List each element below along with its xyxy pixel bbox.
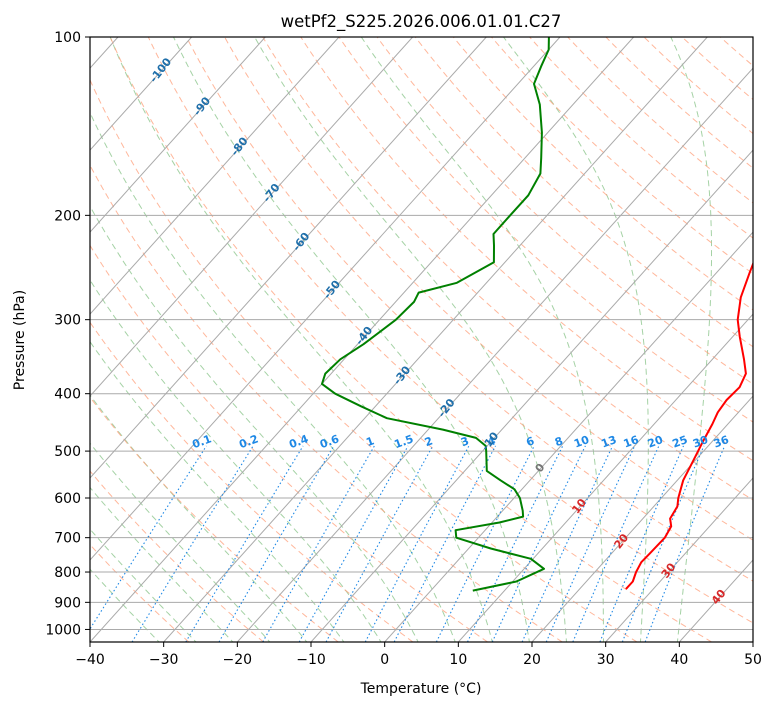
isotherm-line [457,313,753,642]
mixing-ratio-line [131,445,254,642]
isotherm-line [605,477,753,642]
y-tick-label: 400 [54,387,81,403]
isotherm-line [90,37,414,397]
mixing-ratio-line [467,445,564,642]
mixing-ratio-label: 0.1 [191,432,214,451]
mixing-ratio-line [572,445,660,642]
isobar-gridlines [90,37,753,630]
moist-adiabat [90,486,234,642]
x-tick-label: −10 [296,652,326,668]
plot-frame [89,36,754,643]
x-tick-label: 40 [670,652,688,668]
x-axis: −40 −30 −20 −10 0 10 20 30 40 50 [75,642,762,668]
mixing-ratio-label: 20 [646,433,665,451]
isotherm-line [236,67,753,642]
chart-title: wetPf2_S225.2026.006.01.01.C27 [281,12,562,32]
mixing-ratio-label: 4 [486,434,498,449]
mixing-ratio-line [218,445,335,642]
mixing-ratio-lines [90,445,726,642]
mixing-ratio-label: 1.5 [393,432,416,451]
mixing-ratio-label: 30 [691,433,710,451]
mixing-ratio-label: 3 [459,434,471,449]
line-labels: 0.1 0.2 0.4 0.6 1 1.5 2 3 4 6 8 10 13 16 20 25 30 36-100-… [147,55,731,607]
y-tick-label: 700 [54,531,81,547]
mixing-ratio-label: 16 [622,433,641,451]
dry-adiabat [90,78,638,642]
mixing-ratio-label: 0.4 [287,432,310,451]
x-axis-title: Temperature (°C) [360,681,482,697]
dry-adiabat [414,37,753,348]
y-tick-label: 600 [54,491,81,507]
dry-adiabat [262,37,753,501]
x-tick-label: −20 [223,652,253,668]
skewed-isotherms [90,37,753,642]
isotherm-line [90,37,561,561]
mixing-ratio-line [185,445,304,642]
mixing-ratio-label: 13 [599,433,618,450]
x-tick-label: 10 [449,652,467,668]
dry-adiabat [376,37,753,385]
moist-adiabat [90,205,419,642]
dry-adiabat [452,37,753,311]
y-tick-label: 500 [54,444,81,460]
x-tick-label: 20 [523,652,541,668]
mixing-ratio-line [90,445,207,630]
mixing-ratio-line [298,445,409,642]
x-tick-label: 30 [597,652,615,668]
dry-adiabat [90,244,488,642]
y-tick-label: 300 [54,313,81,329]
isotherm-line [163,37,708,642]
isotherm-line [531,395,753,642]
isotherm-line [90,37,487,479]
mixing-ratio-label: 25 [671,433,690,450]
y-tick-label: 100 [54,30,81,46]
x-tick-label: 50 [744,652,762,668]
dry-adiabat [491,37,753,275]
mixing-ratio-line [393,445,496,642]
dry-adiabat [338,37,753,423]
y-tick-label: 1000 [45,622,81,638]
x-tick-label: −40 [75,652,105,668]
y-axis: 100 200 300 400 500 600 700 800 900 1000 [45,30,90,638]
x-tick-label: −30 [149,652,179,668]
mixing-ratio-label: 0.6 [318,432,341,451]
dry-adiabat [185,37,753,582]
isotherm-line [90,37,340,315]
isotherm-line [90,37,635,642]
plot-area: 0.1 0.2 0.4 0.6 1 1.5 2 3 4 6 8 10 13 16 20 25 30 36-100-… [90,37,753,642]
mixing-ratio-label: 2 [423,434,435,449]
dry-adiabat [90,164,563,642]
mixing-ratio-label: 1 [364,434,376,449]
dry-adiabats [90,37,753,642]
isotherm-line [310,149,753,642]
isotherm-line [384,231,753,642]
dry-adiabat [90,321,414,642]
y-tick-label: 800 [54,565,81,581]
y-axis-title: Pressure (hPa) [12,290,28,390]
mixing-ratio-label: 8 [553,434,565,449]
dry-adiabat [224,37,753,541]
y-tick-label: 200 [54,208,81,224]
isotherm-line [90,37,266,233]
y-tick-label: 900 [54,595,81,611]
dry-adiabat [90,396,339,642]
mixing-ratio-line [599,445,684,642]
dry-adiabat [147,37,753,624]
x-tick-label: 0 [380,652,389,668]
mixing-ratio-label: 6 [524,434,536,449]
profile-series [321,37,753,592]
mixing-ratio-label: 0.2 [237,432,260,451]
mixing-ratio-line [435,445,535,642]
dewpoint-profile [321,37,550,592]
isotherm-line [90,37,193,151]
moist-adiabat [90,442,271,642]
temperature-profile [625,261,753,590]
dry-adiabat [109,37,712,642]
mixing-ratio-label: 36 [712,433,731,451]
mixing-ratio-label: 10 [572,433,591,451]
